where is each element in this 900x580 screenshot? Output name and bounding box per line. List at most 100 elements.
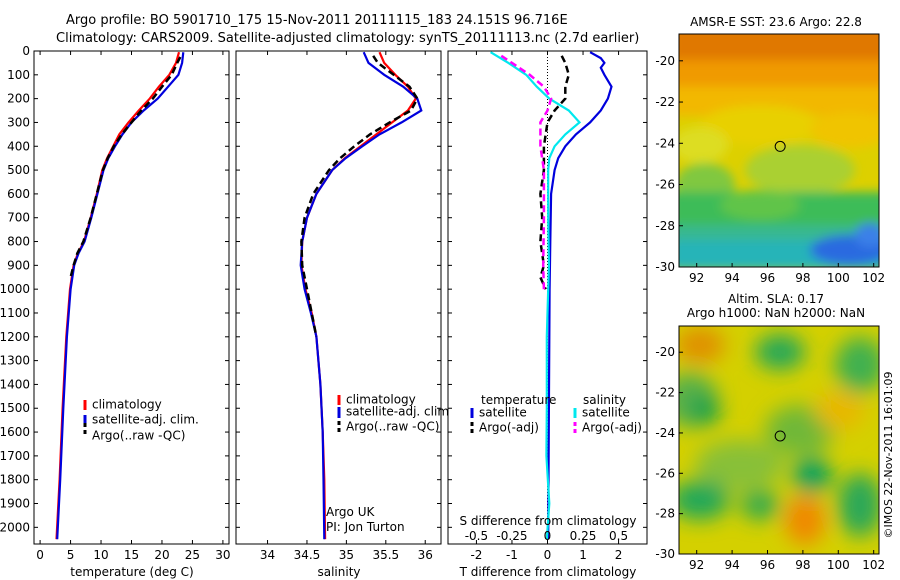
difference-xlabel: T difference from climatology xyxy=(459,565,637,579)
sla-map-title-2: Argo h1000: NaN h2000: NaN xyxy=(687,306,865,320)
sst-map-axes xyxy=(678,33,880,268)
annotation-pi: PI: Jon Turton xyxy=(326,520,405,534)
temperature-series xyxy=(55,51,185,540)
sla-map-title-1: Altim. SLA: 0.17 xyxy=(728,292,824,306)
x-tick-label: 10 xyxy=(93,548,108,562)
argo-location-marker xyxy=(774,430,786,442)
y-tick-label: 800 xyxy=(7,235,30,249)
header-line-1: Argo profile: BO 5901710_175 15-Nov-2011… xyxy=(66,13,568,28)
x-tick-label: 96 xyxy=(760,271,775,285)
difference-series xyxy=(490,51,613,540)
x-tick-label: 98 xyxy=(795,271,810,285)
sst-map-ticks: 92 94 96 98 100 102 -20 -22 -24 -26 -28 -30 xyxy=(655,54,885,285)
y-tick-label: 1500 xyxy=(0,401,30,415)
y-tick-label: 700 xyxy=(7,211,30,225)
x-tick-label: 20 xyxy=(154,548,169,562)
sla-map-axes xyxy=(678,325,880,555)
x-tick-label: 92 xyxy=(689,558,704,572)
series-line-argo-raw-qc- xyxy=(300,55,419,338)
salinity-panel: 34 34.5 35 35.5 36 salinity climatology sate… xyxy=(235,50,453,579)
x-tick-label: 92 xyxy=(689,271,704,285)
sla-map-field xyxy=(679,326,879,554)
y-tick-label: 1900 xyxy=(0,497,30,511)
temperature-axes xyxy=(33,50,230,545)
y-tick-label: 400 xyxy=(7,139,30,153)
x-tick-label: 2 xyxy=(615,548,623,562)
x-tick-label: 5 xyxy=(67,548,75,562)
y-tick-label: 200 xyxy=(7,92,30,106)
y-tick-label: 1600 xyxy=(0,425,30,439)
legend-satellite: satellite-adj. clim. xyxy=(346,405,453,419)
sla-map-ticks: 92 94 96 98 100 102 -20 -22 -24 -26 -28 -30 xyxy=(655,345,885,572)
x-tick-label: 35.5 xyxy=(372,548,399,562)
salinity-axis-ticks: 34 34.5 35 35.5 36 xyxy=(236,50,441,562)
x-tick-label: 96 xyxy=(760,558,775,572)
x-tick-label: 35 xyxy=(339,548,354,562)
x-tick-label: 15 xyxy=(124,548,139,562)
header-line-2: Climatology: CARS2009. Satellite-adjuste… xyxy=(56,31,639,46)
y-tick-label: 1300 xyxy=(0,354,30,368)
y-tick-label: 300 xyxy=(7,115,30,129)
series-line-satellite-adj-clim- xyxy=(299,51,423,540)
argo-location-marker xyxy=(774,140,786,152)
y-tick-label: -22 xyxy=(655,95,675,109)
series-line-argo-raw-qc- xyxy=(69,56,182,278)
y-tick-label: -20 xyxy=(655,54,675,68)
difference-axis-ticks: -2 -1 0 1 2 -0.5 -0.25 0 0.25 0.5 xyxy=(448,50,647,562)
salinity-legend: climatology satellite-adj. clim. Argo(..… xyxy=(326,393,453,535)
difference-panel: -2 -1 0 1 2 -0.5 -0.25 0 0.25 0.5 S difference fr… xyxy=(447,50,648,579)
legend-temp-satellite: satellite xyxy=(479,406,527,420)
x-tick-label: 36 xyxy=(418,548,433,562)
x-tick-label: 0 xyxy=(36,548,44,562)
s-tick-label: 0 xyxy=(544,529,552,543)
x-tick-label: 94 xyxy=(724,558,739,572)
difference-legend: temperature salinity satellite Argo(-adj… xyxy=(470,393,642,435)
y-tick-label: 1000 xyxy=(0,282,30,296)
x-tick-label: 34.5 xyxy=(294,548,321,562)
legend-temp-argo: Argo(-adj) xyxy=(479,421,539,435)
y-tick-label: 500 xyxy=(7,163,30,177)
legend-salinity-title: salinity xyxy=(583,393,626,407)
imos-stamp: ©IMOS 22-Nov-2011 16:01:09 xyxy=(882,372,895,539)
y-tick-label: 1400 xyxy=(0,377,30,391)
difference-top-xlabel: S difference from climatology xyxy=(460,514,637,528)
s-tick-label: 0.25 xyxy=(570,529,597,543)
legend-argo: Argo(..raw -QC) xyxy=(346,420,439,434)
y-tick-label: -24 xyxy=(655,426,675,440)
s-tick-label: 0.5 xyxy=(609,529,628,543)
y-tick-label: 1700 xyxy=(0,449,30,463)
y-tick-label: 1100 xyxy=(0,306,30,320)
temperature-legend: climatology satellite-adj. clim. Argo(..… xyxy=(83,398,199,443)
x-tick-label: 98 xyxy=(795,558,810,572)
annotation-argo-uk: Argo UK xyxy=(326,505,375,519)
y-tick-label: -20 xyxy=(655,345,675,359)
y-tick-label: -30 xyxy=(655,547,675,561)
series-line-argo-adj- xyxy=(539,55,571,290)
x-tick-label: 100 xyxy=(827,558,850,572)
x-tick-label: 0 xyxy=(544,548,552,562)
legend-temperature-title: temperature xyxy=(481,393,556,407)
x-tick-label: 34 xyxy=(260,548,275,562)
y-tick-label: 2000 xyxy=(0,520,30,534)
legend-sal-argo: Argo(-adj) xyxy=(582,421,642,435)
y-tick-label: 1200 xyxy=(0,330,30,344)
salinity-axes xyxy=(235,50,442,545)
sst-map-title: AMSR-E SST: 23.6 Argo: 22.8 xyxy=(690,15,862,29)
legend-sal-satellite: satellite xyxy=(582,406,630,420)
y-tick-label: -28 xyxy=(655,507,675,521)
x-tick-label: 25 xyxy=(185,548,200,562)
series-line-satellite xyxy=(490,51,582,540)
y-tick-label: -22 xyxy=(655,386,675,400)
salinity-series xyxy=(299,51,423,540)
x-tick-label: 102 xyxy=(862,271,885,285)
y-tick-label: 0 xyxy=(22,44,30,58)
x-tick-label: 102 xyxy=(862,558,885,572)
s-tick-label: -0.25 xyxy=(496,529,527,543)
s-tick-label: -0.5 xyxy=(465,529,488,543)
x-tick-label: 1 xyxy=(579,548,587,562)
legend-satellite: satellite-adj. clim. xyxy=(92,413,199,427)
temperature-axis-ticks: 0 5 10 15 20 25 300100200300400500600700800900… xyxy=(0,44,231,562)
legend-climatology: climatology xyxy=(92,398,162,412)
y-tick-label: 600 xyxy=(7,187,30,201)
